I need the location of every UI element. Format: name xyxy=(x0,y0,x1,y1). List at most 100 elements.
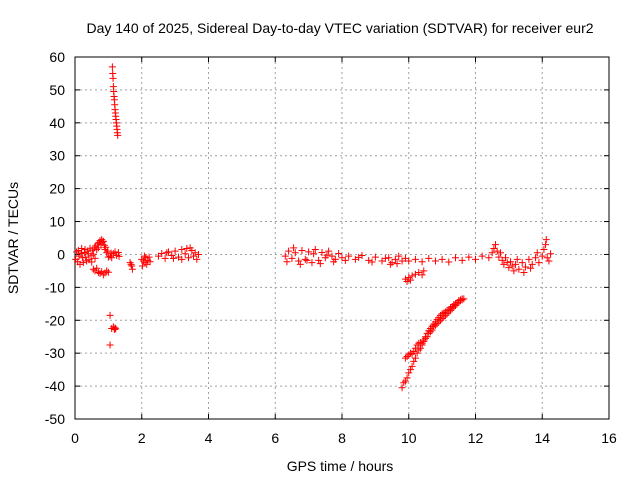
data-point xyxy=(310,250,318,258)
data-point xyxy=(94,269,102,277)
data-point xyxy=(381,254,389,262)
data-point xyxy=(540,246,548,254)
data-point xyxy=(77,249,85,257)
data-point xyxy=(161,254,169,262)
data-point xyxy=(413,349,421,357)
data-point xyxy=(478,252,486,260)
data-point xyxy=(515,265,523,273)
data-point xyxy=(114,131,122,139)
axis-ticks: 0 2 4 6 8 10 12 14 16 -50 -40 -30 -20 -10 0 10 20 30 40 50 6… xyxy=(45,49,617,446)
data-point xyxy=(438,255,446,263)
data-point xyxy=(512,260,520,268)
data-point xyxy=(406,366,414,374)
data-point xyxy=(298,247,306,255)
data-point xyxy=(178,246,186,254)
y-tick-label: -40 xyxy=(45,378,65,394)
data-point xyxy=(103,267,111,275)
data-point xyxy=(283,258,291,266)
data-point xyxy=(505,264,513,272)
data-point xyxy=(285,247,293,255)
data-point xyxy=(186,244,194,252)
data-point xyxy=(528,260,536,268)
data-point xyxy=(411,270,419,278)
y-axis-label: SDTVAR / TECUs xyxy=(5,182,21,294)
data-point xyxy=(89,250,97,258)
data-point xyxy=(189,252,197,260)
data-point xyxy=(290,244,298,252)
grid xyxy=(75,57,609,419)
data-point xyxy=(288,254,296,262)
y-tick-label: 0 xyxy=(57,246,65,262)
data-point xyxy=(415,339,423,347)
data-point xyxy=(522,263,530,271)
data-point xyxy=(418,271,426,279)
data-point xyxy=(502,254,510,262)
x-tick-label: 12 xyxy=(468,430,484,446)
data-point xyxy=(99,237,107,245)
data-point xyxy=(395,252,403,260)
data-point xyxy=(98,268,106,276)
data-point xyxy=(405,257,413,265)
x-tick-label: 16 xyxy=(601,430,617,446)
data-point xyxy=(410,348,418,356)
data-point xyxy=(330,258,338,266)
data-point xyxy=(305,248,313,256)
data-point xyxy=(110,325,118,333)
data-point xyxy=(316,260,324,268)
data-point xyxy=(420,267,428,275)
data-point xyxy=(418,341,426,349)
data-point xyxy=(371,253,379,261)
data-point xyxy=(465,253,473,261)
data-point xyxy=(388,259,396,267)
data-point xyxy=(78,245,86,253)
data-point xyxy=(421,333,429,341)
data-point xyxy=(115,252,123,260)
data-point xyxy=(525,255,533,263)
data-point xyxy=(128,262,136,270)
data-point xyxy=(109,74,117,82)
data-point xyxy=(145,253,153,261)
data-point xyxy=(126,259,134,267)
data-point xyxy=(542,236,550,244)
data-point xyxy=(403,277,411,285)
data-point xyxy=(405,369,413,377)
data-point xyxy=(518,259,526,267)
data-point xyxy=(431,257,439,265)
data-point xyxy=(111,248,119,256)
data-point xyxy=(408,272,416,280)
data-point xyxy=(146,258,154,266)
y-tick-label: -50 xyxy=(45,411,65,427)
y-tick-label: 10 xyxy=(49,214,65,230)
data-point xyxy=(335,249,343,257)
data-point xyxy=(495,253,503,261)
data-point xyxy=(500,260,508,268)
data-point xyxy=(386,260,394,268)
data-point xyxy=(472,255,479,263)
chart-title: Day 140 of 2025, Sidereal Day-to-day VTE… xyxy=(86,20,593,36)
data-point xyxy=(527,264,535,272)
data-point xyxy=(542,241,550,249)
data-point xyxy=(493,247,501,255)
y-tick-label: 50 xyxy=(49,82,65,98)
data-point xyxy=(91,254,99,262)
data-point xyxy=(281,252,289,260)
data-point xyxy=(533,249,541,257)
data-point xyxy=(538,252,546,260)
data-point xyxy=(191,249,199,257)
data-point xyxy=(451,300,459,308)
data-point xyxy=(140,252,148,260)
data-point xyxy=(425,254,433,262)
data-point xyxy=(391,255,399,263)
data-point xyxy=(411,255,419,263)
data-point xyxy=(406,276,414,284)
y-tick-label: 20 xyxy=(49,181,65,197)
data-point xyxy=(323,251,331,259)
data-point xyxy=(76,260,84,268)
data-point xyxy=(520,269,528,277)
x-tick-label: 0 xyxy=(71,430,79,446)
data-point xyxy=(73,248,81,256)
data-point xyxy=(301,255,309,263)
x-tick-label: 14 xyxy=(534,430,550,446)
data-point xyxy=(169,254,177,262)
data-point xyxy=(184,254,192,262)
